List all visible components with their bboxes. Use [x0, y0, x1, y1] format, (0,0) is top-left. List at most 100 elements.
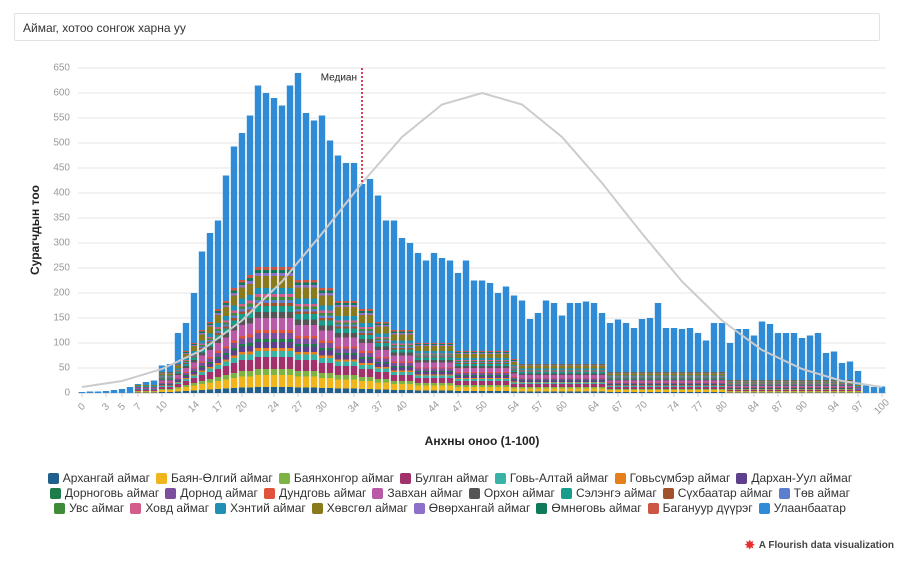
x-tick-label: 47 — [450, 399, 466, 415]
bar-segment — [718, 376, 726, 377]
bar-segment — [278, 105, 286, 267]
bar-segment — [510, 387, 518, 389]
legend-item[interactable]: Архангай аймаг — [47, 471, 150, 485]
legend-item[interactable]: Дорнод аймаг — [165, 486, 258, 500]
legend-item[interactable]: Говьсүмбэр аймаг — [614, 471, 730, 485]
bar-segment — [422, 368, 430, 371]
bar-segment — [262, 270, 270, 273]
bar-segment — [846, 383, 854, 384]
bar-segment — [310, 287, 318, 299]
footer[interactable]: ✸ A Flourish data visualization — [745, 538, 894, 552]
bar-segment — [806, 382, 814, 383]
bar-segment — [710, 390, 718, 392]
bar-segment — [782, 387, 790, 388]
legend-item[interactable]: Баян-Өлгий аймаг — [156, 471, 273, 485]
legend-item[interactable]: Сүхбаатар аймаг — [662, 486, 773, 500]
bar-segment — [190, 345, 198, 346]
bar-segment — [262, 351, 270, 357]
bar-segment — [286, 276, 294, 288]
bar-segment — [230, 315, 238, 318]
legend-item[interactable]: Дархан-Уул аймаг — [736, 471, 852, 485]
legend-item[interactable]: Багануур дүүрэг — [647, 501, 753, 515]
bar-segment — [638, 385, 646, 386]
bar-segment — [694, 392, 702, 393]
bar-segment — [758, 385, 766, 386]
bar-segment — [518, 364, 526, 365]
bar-segment — [542, 365, 550, 366]
legend-item[interactable]: Говь-Алтай аймаг — [494, 471, 609, 485]
bar-segment — [806, 392, 814, 393]
bar-segment — [230, 388, 238, 393]
bar-segment — [518, 300, 526, 364]
legend-item[interactable]: Баянхонгор аймаг — [278, 471, 394, 485]
bar-segment — [758, 382, 766, 383]
bar-segment — [374, 362, 382, 364]
bar-segment — [470, 351, 478, 352]
bar-segment — [374, 338, 382, 340]
bar-segment — [198, 363, 206, 366]
bar-segment — [118, 389, 126, 393]
bar-segment — [406, 330, 414, 332]
legend-item[interactable]: Хэнтий аймаг — [215, 501, 306, 515]
legend-item[interactable]: Завхан аймаг — [372, 486, 463, 500]
bar-segment — [758, 383, 766, 384]
bar-segment — [310, 280, 318, 283]
bar-segment — [526, 380, 534, 381]
bar-segment — [166, 373, 174, 376]
bar-segment — [622, 378, 630, 380]
bar-segment — [790, 391, 798, 393]
bar-segment — [846, 380, 854, 381]
bar-segment — [838, 392, 846, 393]
legend-item[interactable]: Сэлэнгэ аймаг — [560, 486, 657, 500]
bar-segment — [222, 359, 230, 362]
bar-segment — [526, 370, 534, 371]
bar-segment — [718, 380, 726, 383]
legend-item[interactable]: Улаанбаатар — [758, 501, 846, 515]
bar-segment — [630, 387, 638, 389]
bar-segment — [710, 379, 718, 381]
bar-segment — [518, 370, 526, 371]
bar-segment — [350, 375, 358, 380]
legend-item[interactable]: Дундговь аймаг — [263, 486, 366, 500]
legend-item[interactable]: Булган аймаг — [400, 471, 489, 485]
bar-segment — [830, 387, 838, 388]
bar-segment — [566, 303, 574, 364]
x-tick-label: 57 — [530, 399, 546, 415]
bar-segment — [214, 311, 222, 313]
bar-segment — [414, 378, 422, 383]
bar-segment — [454, 391, 462, 393]
region-select[interactable]: Аймаг, хотоо сонгож харна уу — [14, 13, 880, 41]
legend-item[interactable]: Дорноговь аймаг — [49, 486, 159, 500]
bar-segment — [222, 175, 230, 301]
bar-segment — [582, 370, 590, 371]
legend-item[interactable]: Ховд аймаг — [130, 501, 209, 515]
bar-segment — [550, 380, 558, 381]
bar-segment — [774, 384, 782, 385]
legend-item[interactable]: Төв аймаг — [778, 486, 850, 500]
legend-item[interactable]: Өвөрхангай аймаг — [413, 501, 530, 515]
legend-item[interactable]: Увс аймаг — [54, 501, 124, 515]
bar-segment — [550, 384, 558, 387]
bar-segment — [590, 368, 598, 370]
bar-segment — [630, 328, 638, 372]
bar-segment — [294, 354, 302, 360]
bar-segment — [254, 342, 262, 348]
bar-segment — [798, 388, 806, 389]
bar-segment — [318, 378, 326, 388]
bar-segment — [350, 361, 358, 366]
bar-segment — [646, 384, 654, 386]
bar-segment — [734, 385, 742, 386]
bar-segment — [198, 251, 206, 330]
legend-item[interactable]: Орхон аймаг — [468, 486, 555, 500]
legend-item[interactable]: Өмнөговь аймаг — [536, 501, 642, 515]
bar-segment — [638, 373, 646, 374]
legend-item[interactable]: Хөвсгөл аймаг — [311, 501, 408, 515]
bar-segment — [254, 357, 262, 369]
bar-segment — [342, 322, 350, 325]
y-tick-label: 0 — [64, 388, 70, 399]
bar-segment — [582, 380, 590, 381]
bar-segment — [702, 377, 710, 378]
bar-segment — [158, 372, 166, 373]
bar-segment — [446, 390, 454, 393]
bar-segment — [158, 386, 166, 387]
